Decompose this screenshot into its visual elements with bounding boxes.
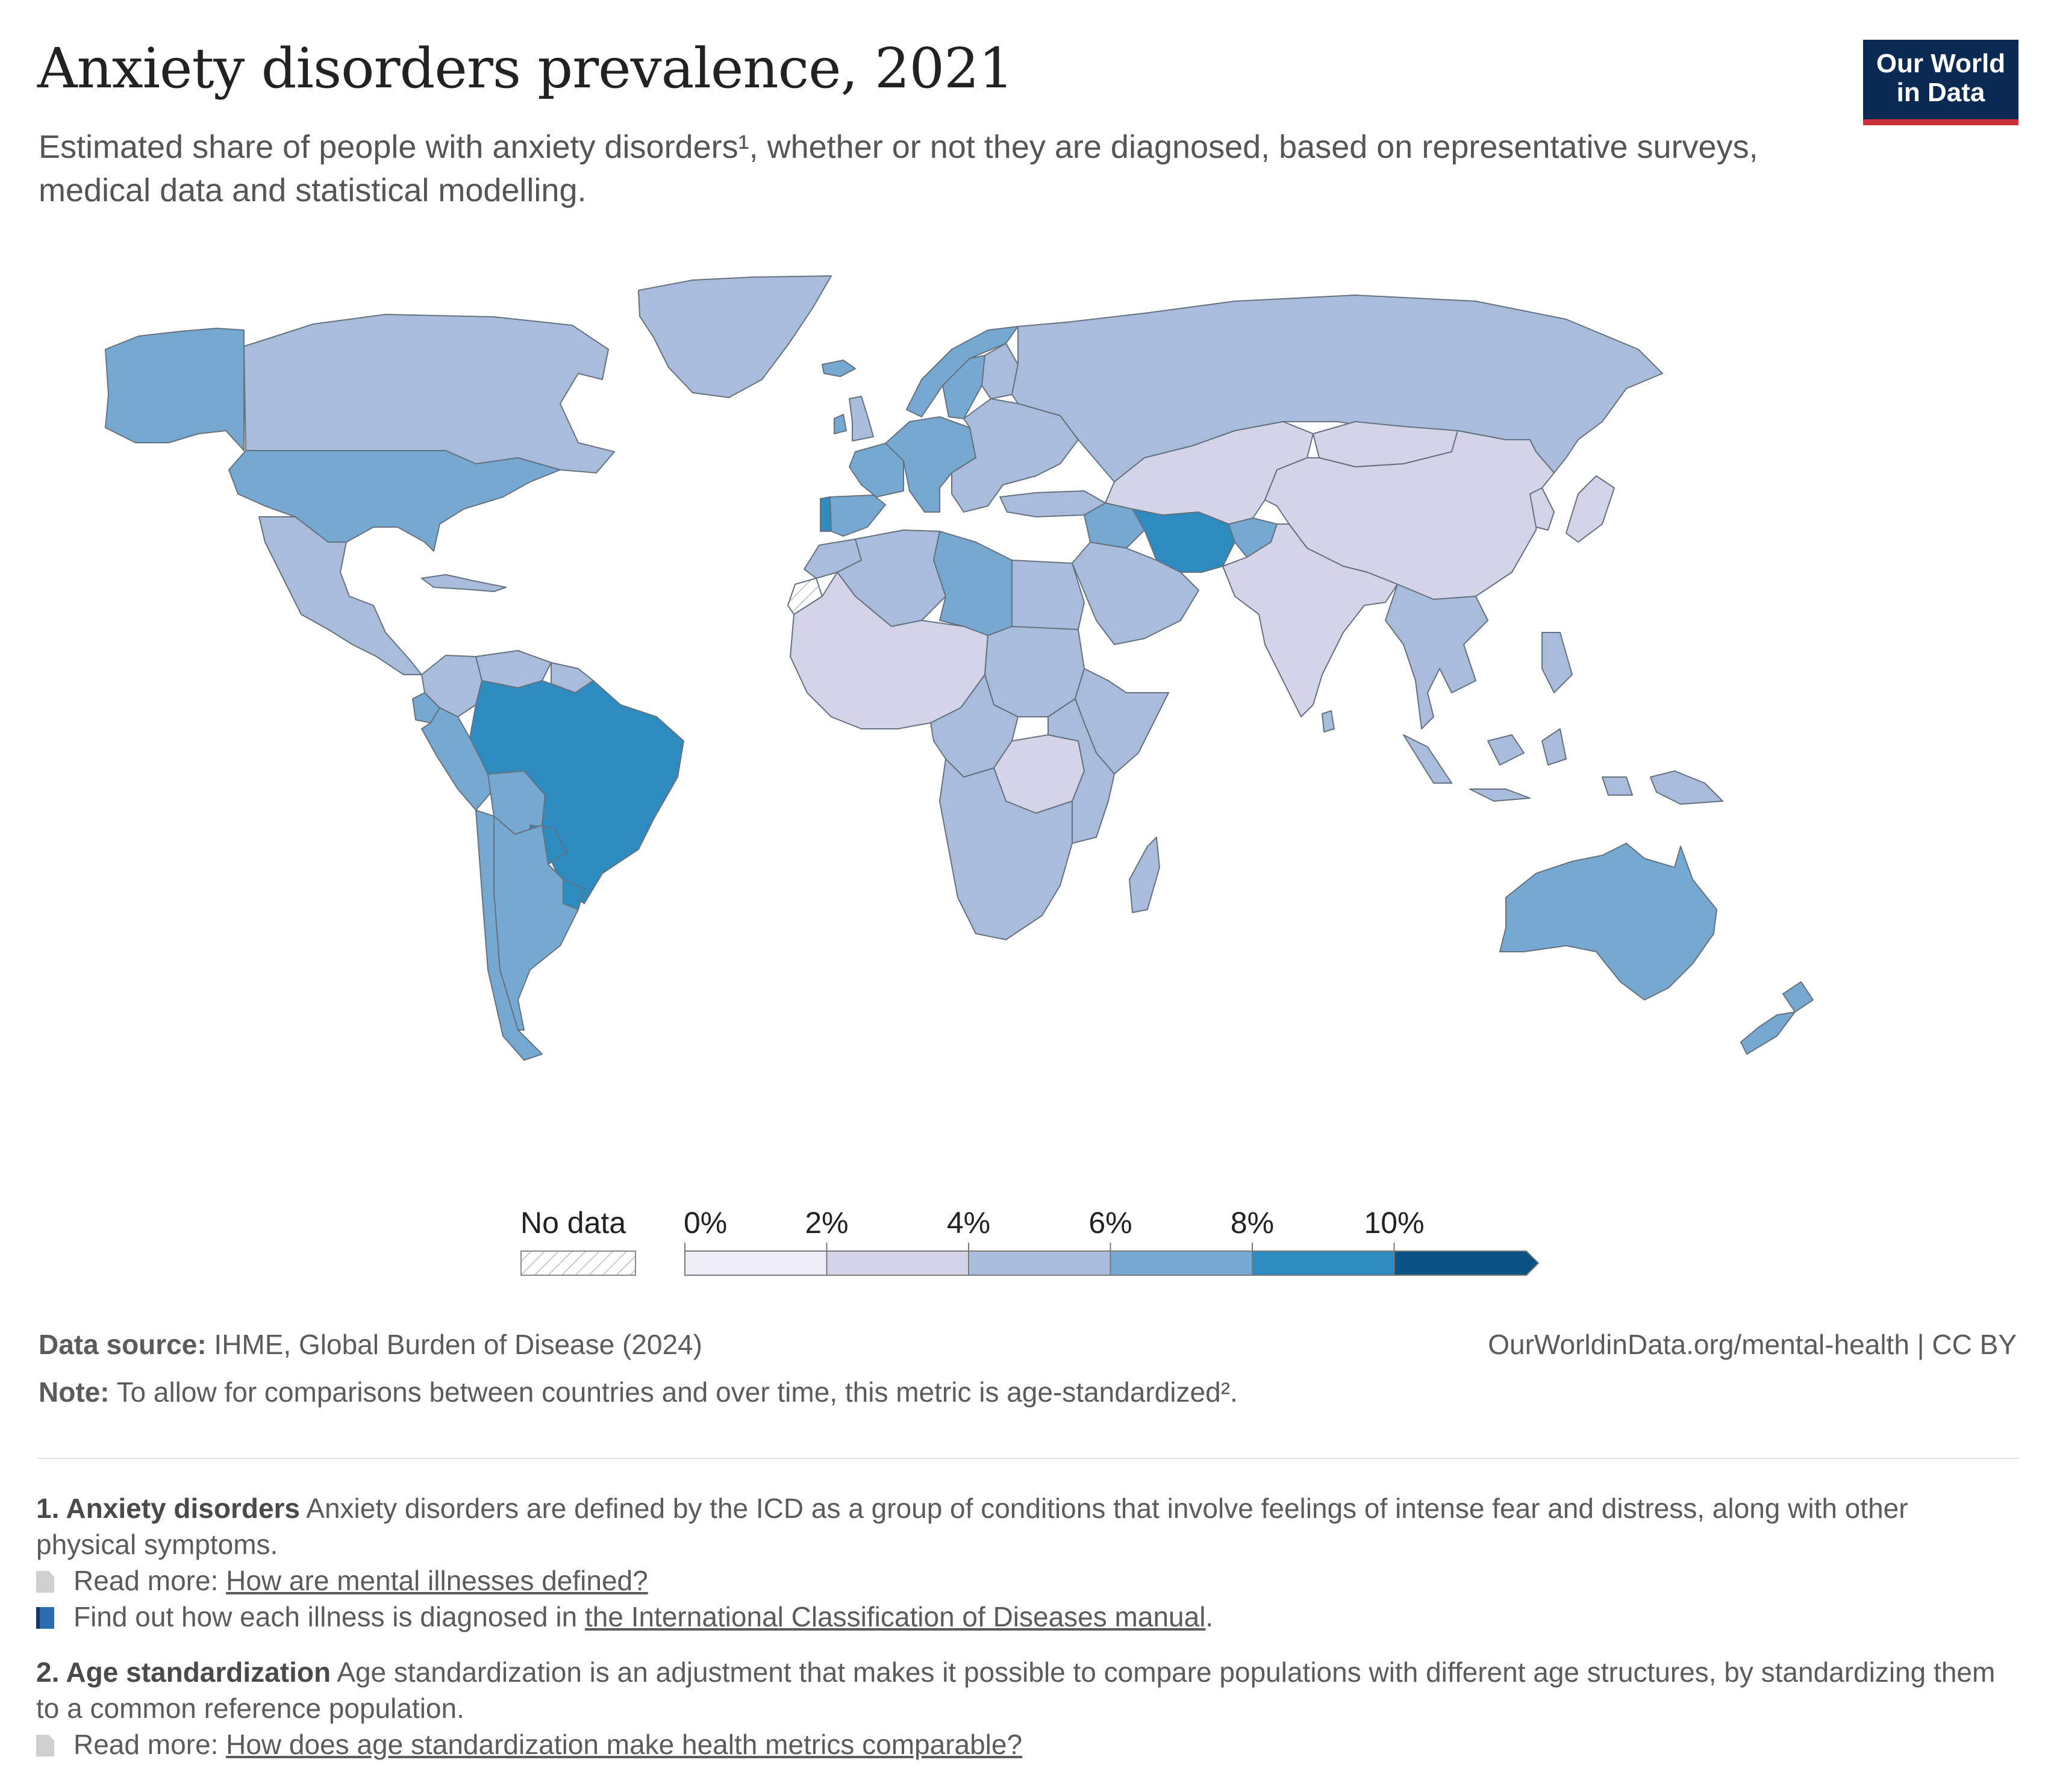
document-icon	[36, 1571, 54, 1593]
legend-tick-label: 10%	[1364, 1206, 1424, 1240]
region-southern-africa[interactable]: Southern Africa	[939, 758, 1073, 940]
logo-line-1: Our World	[1876, 49, 2006, 78]
region-spain[interactable]: Spain	[829, 495, 886, 537]
footnote-2-text: Age standardization is an adjustment tha…	[36, 1656, 1996, 1724]
footnote-1-heading: 1. Anxiety disorders	[36, 1493, 301, 1524]
legend-bin-0[interactable]	[684, 1250, 828, 1276]
source-url-link[interactable]: OurWorldinData.org/mental-health | CC BY	[1488, 1329, 2017, 1360]
legend-tick-label: 2%	[805, 1206, 848, 1240]
legend-bin-3[interactable]	[1110, 1250, 1253, 1276]
legend-no-data-label: No data	[520, 1206, 626, 1240]
world-map: CanadaAlaska (United States) Greenland Uni…	[105, 275, 1814, 1061]
note: Note: To allow for comparisons between c…	[39, 1376, 1238, 1408]
footnote-1-text: Anxiety disorders are defined by the ICD…	[36, 1493, 1908, 1560]
region-argentina[interactable]: Argentina	[493, 816, 579, 1031]
region-pakistan-india[interactable]: Pakistan & India	[1222, 523, 1398, 717]
age-standardization-link[interactable]: How does age standardization make health…	[226, 1729, 1023, 1760]
region-east-africa[interactable]: East Africa	[1047, 698, 1115, 844]
region-japan[interactable]: Japan	[1566, 475, 1615, 543]
region-papua-new-guinea[interactable]: Papua New Guinea	[1650, 770, 1723, 805]
color-legend: No data 0% 2% 4% 6% 8% 10%	[520, 1206, 1540, 1276]
region-cuba-caribbean[interactable]: Cuba & Caribbean	[421, 574, 507, 592]
data-source-label: Data source:	[39, 1329, 207, 1360]
region-libya[interactable]: Libya	[933, 531, 1013, 636]
region-australia[interactable]: Australia	[1499, 843, 1717, 1001]
region-mexico-central-america[interactable]: Mexico & Central America	[258, 516, 422, 675]
region-western-central-europe[interactable]: Western & Central Europe	[885, 416, 976, 513]
region-western-sahara[interactable]: Western Sahara	[787, 578, 823, 615]
legend-bin-1[interactable]	[826, 1250, 969, 1276]
legend-tick-label: 8%	[1231, 1206, 1274, 1240]
region-iceland[interactable]: Iceland	[822, 360, 856, 377]
region-greenland[interactable]: Greenland	[638, 275, 832, 398]
footnote-age-standardization: 2. Age standardization Age standardizati…	[36, 1654, 2012, 1762]
region-canada[interactable]: Canada	[243, 314, 615, 473]
footnote-1-find-prefix: Find out how each illness is diagnosed i…	[73, 1601, 585, 1632]
footnote-2-heading: 2. Age standardization	[36, 1656, 331, 1688]
legend-bin-2[interactable]	[968, 1250, 1111, 1276]
chart-title: Anxiety disorders prevalence, 2021	[37, 36, 1014, 101]
book-icon	[36, 1607, 54, 1629]
region-egypt[interactable]: Egypt	[1011, 560, 1085, 630]
region-southeast-asia[interactable]: Southeast Asia	[1385, 584, 1488, 729]
mental-illness-definition-link[interactable]: How are mental illnesses defined?	[226, 1565, 648, 1596]
note-label: Note:	[39, 1376, 110, 1408]
footnote-1-find-suffix: .	[1205, 1601, 1214, 1632]
legend-no-data-swatch[interactable]	[520, 1250, 636, 1276]
region-sri-lanka[interactable]: Sri Lanka	[1322, 710, 1335, 732]
footnote-anxiety: 1. Anxiety disorders Anxiety disorders a…	[36, 1490, 2012, 1635]
legend-tick-label: 6%	[1088, 1206, 1132, 1240]
region-norway[interactable]: Norway	[906, 326, 1019, 417]
region-brazil[interactable]: Brazil	[469, 680, 684, 904]
chart-subtitle: Estimated share of people with anxiety d…	[39, 129, 1758, 208]
region-indonesia-philippines[interactable]: Indonesia & Philippines	[1403, 632, 1633, 802]
region-alaska-united-states[interactable]: Alaska (United States)	[105, 328, 245, 451]
region-new-zealand[interactable]: New Zealand	[1740, 981, 1814, 1055]
owid-logo[interactable]: Our World in Data	[1863, 40, 2018, 125]
note-text: To allow for comparisons between countri…	[109, 1376, 1238, 1408]
legend-tick-label: 0%	[684, 1206, 727, 1240]
icd-manual-link[interactable]: the International Classification of Dise…	[584, 1601, 1206, 1632]
document-icon	[36, 1735, 54, 1756]
legend-bin-5[interactable]	[1393, 1250, 1540, 1276]
region-ireland[interactable]: Ireland	[834, 414, 847, 434]
divider	[37, 1458, 2019, 1459]
legend-tick-label: 4%	[947, 1206, 990, 1240]
region-arabian-peninsula[interactable]: Arabian Peninsula	[1072, 542, 1199, 645]
data-source: Data source: IHME, Global Burden of Dise…	[39, 1328, 702, 1361]
region-united-kingdom[interactable]: United Kingdom	[849, 396, 874, 442]
data-source-text: IHME, Global Burden of Disease (2024)	[206, 1329, 702, 1360]
region-korea[interactable]: Korea	[1529, 487, 1555, 531]
region-madagascar[interactable]: Madagascar	[1129, 837, 1160, 913]
region-united-states[interactable]: United States	[228, 450, 561, 552]
footnote-2-read-prefix: Read more:	[73, 1729, 226, 1760]
logo-line-2: in Data	[1896, 78, 1985, 107]
footnote-1-read-prefix: Read more:	[73, 1565, 226, 1596]
legend-bin-4[interactable]	[1252, 1250, 1395, 1276]
